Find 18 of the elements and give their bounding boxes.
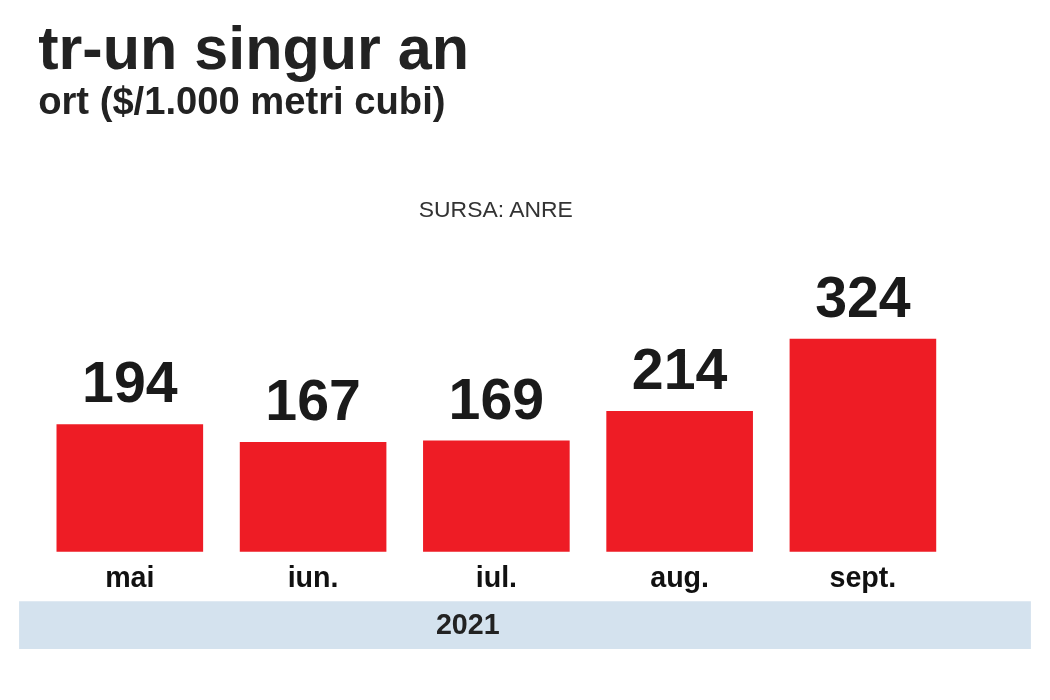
data-label: 214	[631, 337, 728, 402]
bar	[789, 338, 937, 552]
x-tick-label: sept.	[829, 560, 897, 593]
bar	[423, 440, 570, 552]
data-label: 169	[448, 366, 545, 431]
x-tick-label: iun.	[287, 560, 339, 593]
x-tick-label: mai	[105, 560, 155, 593]
chart-title: tr-un singur an	[38, 13, 470, 82]
bar	[56, 424, 204, 552]
data-label: 324	[815, 264, 911, 329]
bar	[239, 441, 387, 552]
x-tick-label: iul.	[475, 560, 518, 593]
text: SURSA: ANRE	[418, 195, 573, 222]
text: 2021	[435, 607, 500, 640]
data-label: 167	[265, 367, 361, 432]
bar	[606, 411, 753, 552]
data-label: 194	[82, 350, 178, 415]
x-tick-label: aug.	[650, 560, 710, 593]
